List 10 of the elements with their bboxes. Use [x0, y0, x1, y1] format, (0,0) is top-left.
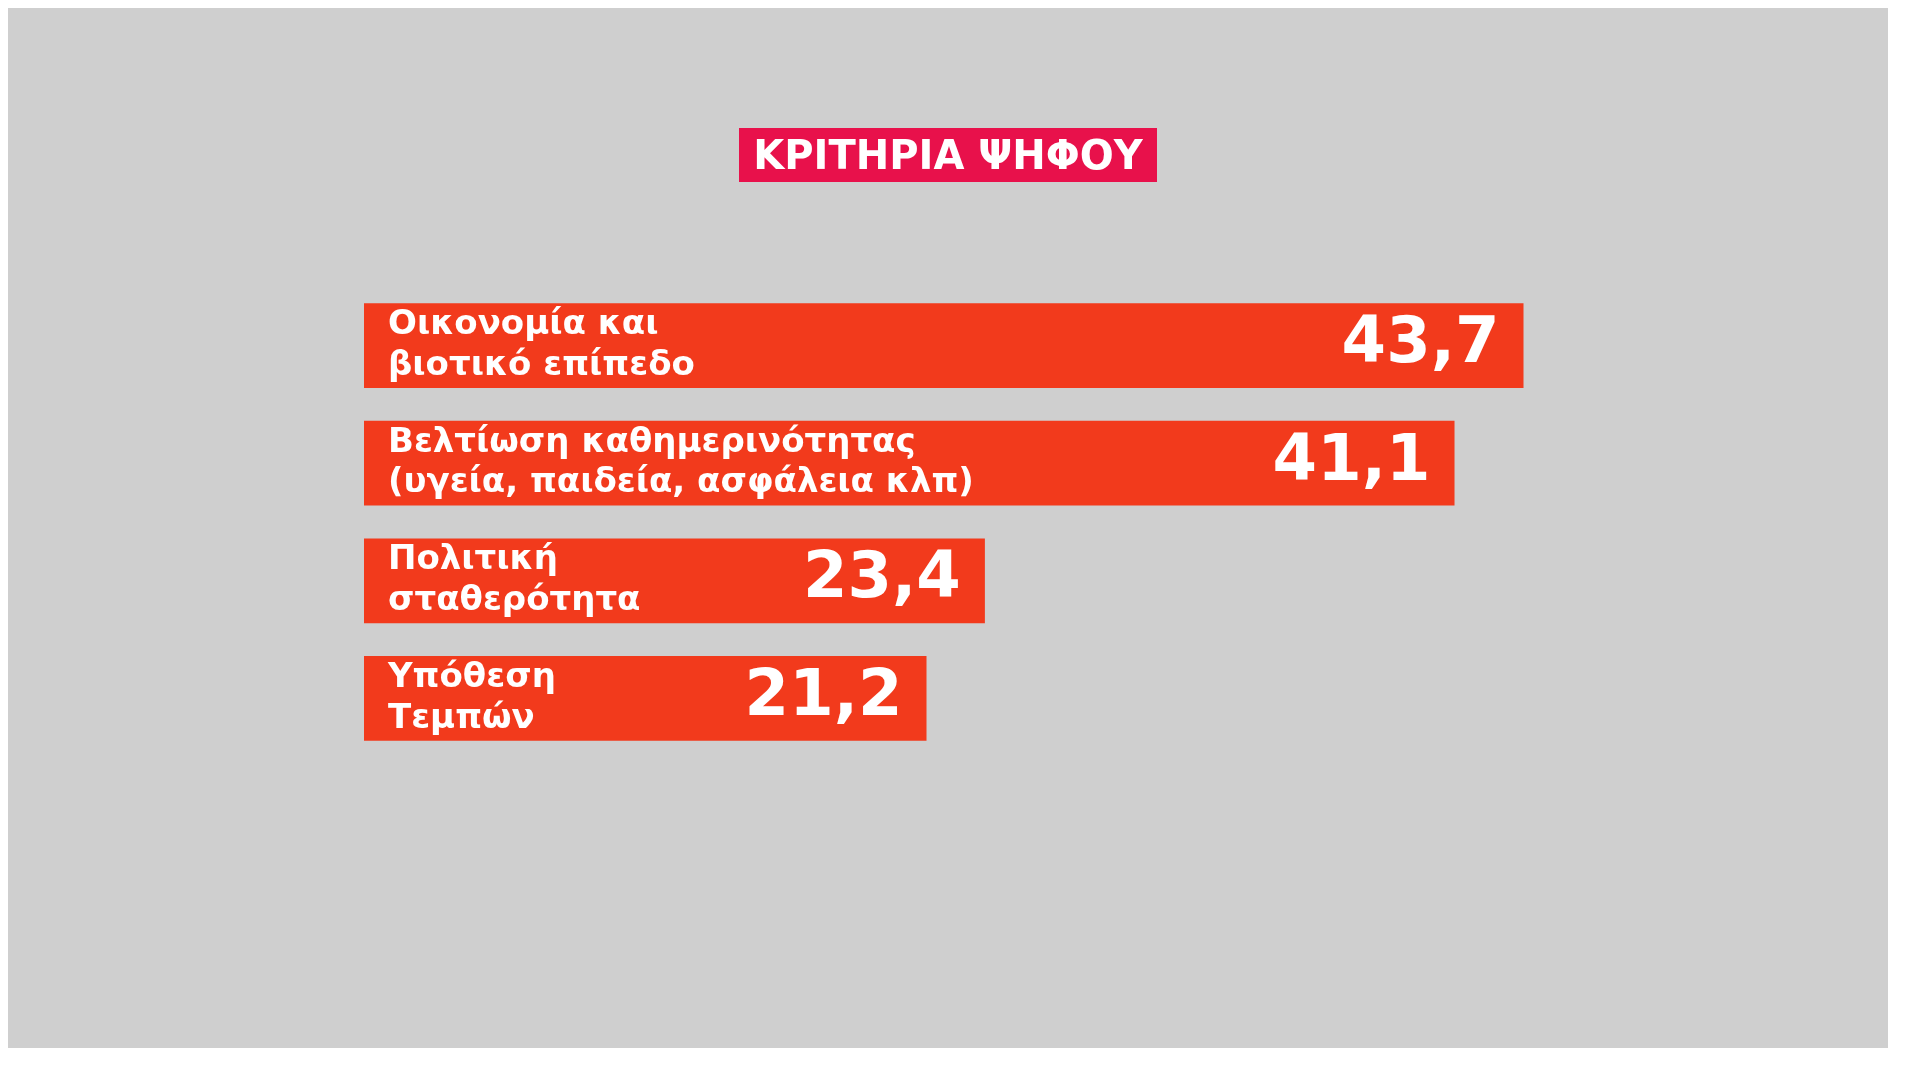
- y-tick-label: Οικονομία και βιοτικό επίπεδο: [388, 302, 695, 383]
- data-label: 43,7: [1341, 303, 1500, 378]
- bar: [364, 303, 1524, 388]
- data-label: 23,4: [802, 538, 961, 613]
- data-label: 21,2: [744, 656, 903, 731]
- y-tick-label: Υπόθεση Τεμπών: [387, 654, 556, 736]
- y-tick-label: Βελτίωση καθημερινότητας (υγεία, παιδεία, ασφάλεια κλπ): [388, 419, 974, 501]
- y-tick-label: Πολιτική σταθερότητα: [388, 537, 641, 619]
- data-label: 41,1: [1272, 420, 1431, 495]
- chart-title: ΚΡΙΤΗΡΙΑ ΨΗΦΟΥ: [739, 128, 1157, 182]
